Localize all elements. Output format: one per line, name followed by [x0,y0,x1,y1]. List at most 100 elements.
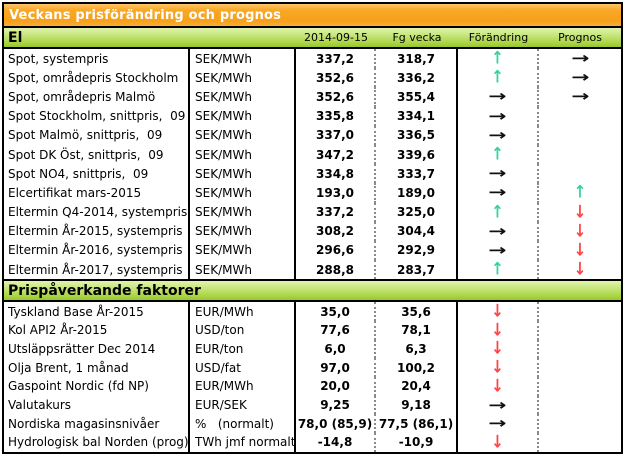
value-current: 335,8 [296,106,376,126]
row-label: Eltermin År-2015, systempris [4,221,190,241]
value-current: 193,0 [296,183,376,203]
value-previous: -10,9 [376,433,458,452]
value-current: 337,2 [296,202,376,222]
factors-section-rows: Tyskland Base År-2015 EUR/MWh 35,0 35,6 ↓ Kol… [4,302,621,452]
row-unit: EUR/ton [190,339,296,359]
forecast-empty [539,126,621,145]
row-label: Spot, systempris [4,49,190,69]
change-down-arrow-icon: ↓ [458,320,539,340]
table-row: Nordiska magasinsnivåer% (normalt) 78,0 (… [4,414,621,434]
change-up-arrow-icon: ↑ [458,260,539,280]
row-label: Olja Brent, 1 månad [4,358,190,377]
change-down-arrow-icon: ↓ [458,339,539,359]
row-label: Gaspoint Nordic (fd NP) [4,377,190,396]
table-row: Spot NO4, snittpris, 09 SEK/MWh 334,8 333,7… [4,164,621,184]
value-current: 352,6 [296,68,376,88]
forecast-empty [539,145,621,164]
forecast-down-arrow-icon: ↓ [573,221,587,241]
value-current: 308,2 [296,221,376,241]
section-title-factors: Prispåverkande faktorer [8,282,201,299]
value-previous: 339,6 [376,144,458,165]
forecast-empty [539,107,621,126]
value-current: 20,0 [296,377,376,396]
column-header-forecast: Prognos [558,31,602,44]
change-right-arrow-icon: → [458,221,539,241]
row-label: Nordiska magasinsnivåer [4,414,190,434]
change-up-arrow-icon: ↑ [458,49,539,69]
row-label: Valutakurs [4,395,190,415]
forecast-empty [539,340,621,359]
row-unit: USD/ton [190,320,296,340]
table-row: Spot, områdepris Malmö SEK/MWh 352,6 355,4 →… [4,87,621,107]
row-label: Spot Malmö, snittpris, 09 [4,125,190,145]
value-previous: 325,0 [376,202,458,222]
column-header-prev-week: Fg vecka [392,31,442,44]
forecast-right-arrow-icon: → [570,87,590,106]
table-row: Spot Malmö, snittpris, 09 SEK/MWh 337,0 336… [4,125,621,145]
row-unit: EUR/MWh [190,377,296,396]
value-current: 9,25 [296,395,376,415]
value-current: 6,0 [296,339,376,359]
value-previous: 189,0 [376,183,458,203]
change-right-arrow-icon: → [458,395,539,415]
table-row: Valutakurs EUR/SEK 9,25 9,18 → [4,395,621,415]
el-section-rows: Spot, systempris SEK/MWh 337,2 318,7 ↑ → Spot,… [4,49,621,280]
change-down-arrow-icon: ↓ [458,302,539,321]
change-up-arrow-icon: ↑ [458,68,539,88]
row-label: Spot, områdepris Malmö [4,87,190,107]
price-table: Veckans prisförändring och prognos El 20… [2,2,623,454]
change-right-arrow-icon: → [458,106,539,126]
row-label: Spot DK Öst, snittpris, 09 [4,144,190,165]
row-label: Spot NO4, snittpris, 09 [4,164,190,184]
table-row: Kol API2 År-2015 USD/ton 77,6 78,1 ↓ [4,320,621,340]
row-unit: SEK/MWh [190,260,296,280]
row-unit: SEK/MWh [190,49,296,69]
table-row: Spot DK Öst, snittpris, 09 SEK/MWh 347,2 33… [4,144,621,165]
value-previous: 283,7 [376,260,458,280]
change-right-arrow-icon: → [458,183,539,203]
section-header-el: El 2014-09-15 Fg vecka Förändring Progno… [4,28,621,49]
value-previous: 334,1 [376,106,458,126]
forecast-empty [539,358,621,377]
table-row: Eltermin År-2016, systempris SEK/MWh 296,6… [4,240,621,261]
value-previous: 20,4 [376,377,458,396]
forecast-right-arrow-icon: → [570,49,590,68]
value-current: 288,8 [296,260,376,280]
section-title-el: El [8,29,23,46]
forecast-down-arrow-icon: ↓ [573,240,587,261]
table-title: Veckans prisförändring och prognos [9,7,282,23]
value-current: 296,6 [296,240,376,261]
table-row: Tyskland Base År-2015 EUR/MWh 35,0 35,6 ↓ [4,302,621,321]
forecast-down-arrow-icon: ↓ [573,202,587,222]
change-down-arrow-icon: ↓ [458,358,539,377]
row-label: Spot, områdepris Stockholm [4,68,190,88]
row-unit: EUR/MWh [190,302,296,321]
value-previous: 333,7 [376,164,458,184]
section-header-factors: Prispåverkande faktorer [4,279,621,303]
table-title-bar: Veckans prisförändring och prognos [4,4,621,28]
change-up-arrow-icon: ↑ [458,144,539,165]
row-unit: SEK/MWh [190,144,296,165]
value-previous: 78,1 [376,320,458,340]
table-row: Spot Stockholm, snittpris, 09 SEK/MWh 335,… [4,106,621,126]
row-unit: SEK/MWh [190,68,296,88]
row-unit: TWh jmf normalt [190,433,296,452]
table-row: Eltermin Q4-2014, systempris SEK/MWh 337,2… [4,202,621,222]
row-unit: SEK/MWh [190,240,296,261]
change-right-arrow-icon: → [458,164,539,184]
value-previous: 6,3 [376,339,458,359]
table-row: Eltermin År-2015, systempris SEK/MWh 308,2… [4,221,621,241]
row-unit: SEK/MWh [190,202,296,222]
table-row: Elcertifikat mars-2015 SEK/MWh 193,0 189,0 →… [4,183,621,203]
table-row: Eltermin År-2017, systempris SEK/MWh 288,8… [4,260,621,280]
row-unit: SEK/MWh [190,183,296,203]
value-current: -14,8 [296,433,376,452]
change-right-arrow-icon: → [458,125,539,145]
row-unit: % (normalt) [190,414,296,434]
row-label: Tyskland Base År-2015 [4,302,190,321]
forecast-empty [539,396,621,415]
row-label: Kol API2 År-2015 [4,320,190,340]
row-unit: SEK/MWh [190,221,296,241]
column-header-change: Förändring [468,31,529,44]
value-current: 352,6 [296,87,376,107]
